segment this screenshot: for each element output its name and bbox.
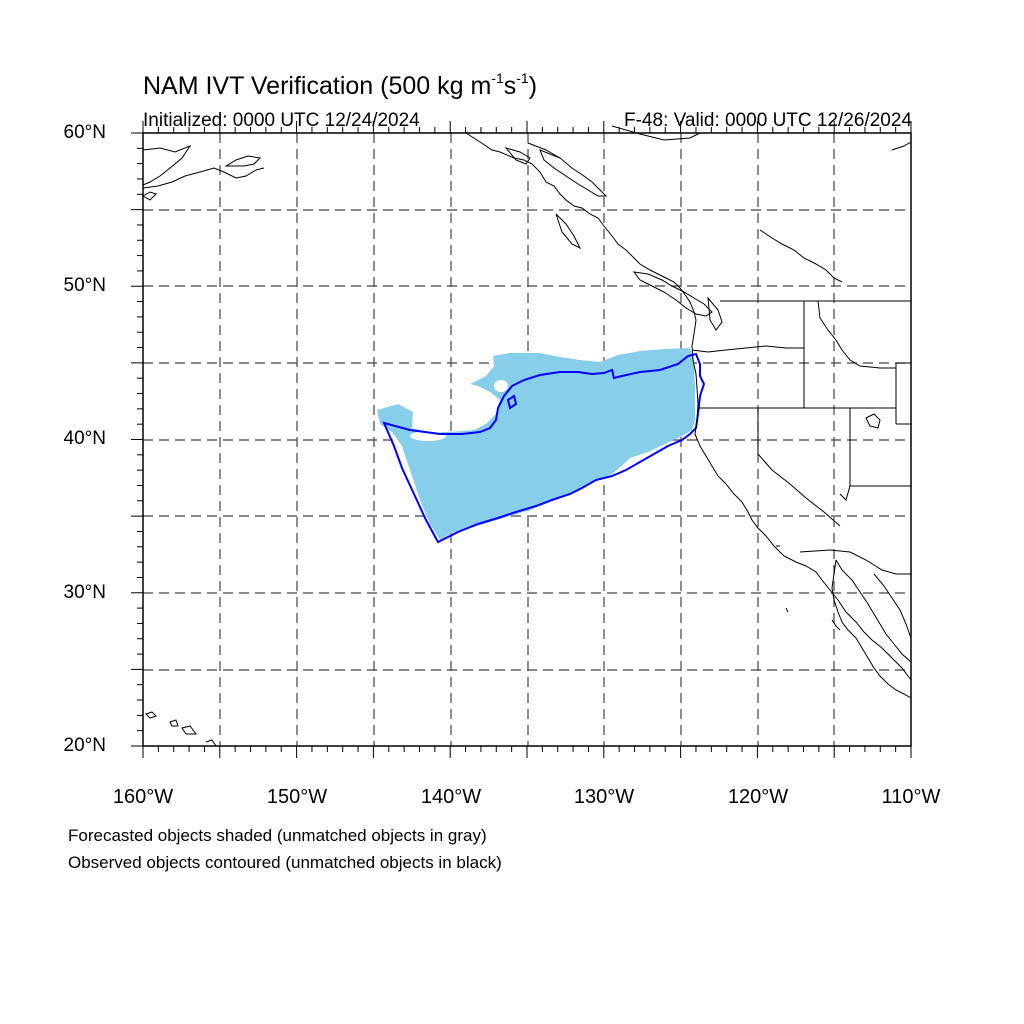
political-boundaries [691, 300, 911, 575]
legend-note-forecast: Forecasted objects shaded (unmatched obj… [68, 826, 487, 845]
lat-label-20n: 20°N [63, 735, 106, 756]
lat-label-50n: 50°N [63, 275, 106, 296]
initialized-time: Initialized: 0000 UTC 12/24/2024 [143, 110, 420, 131]
coastlines [141, 125, 912, 747]
forecast-hole [494, 380, 508, 392]
lon-label-160w: 160°W [112, 786, 174, 808]
legend-note-observed: Observed objects contoured (unmatched ob… [68, 853, 502, 872]
valid-time: F-48: Valid: 0000 UTC 12/26/2024 [624, 110, 912, 131]
lat-label-30n: 30°N [63, 582, 106, 603]
lon-label-130w: 130°W [573, 786, 635, 808]
lon-label-120w: 120°W [727, 786, 789, 808]
lon-label-140w: 140°W [420, 786, 482, 808]
lat-label-40n: 40°N [63, 428, 106, 449]
lat-label-60n: 60°N [63, 122, 106, 143]
observed-object-contour-small[interactable] [506, 394, 518, 410]
lon-label-150w: 150°W [266, 786, 328, 808]
forecast-object [377, 348, 695, 540]
observed-object-contour[interactable] [382, 352, 706, 544]
lon-label-110w: 110°W [881, 786, 941, 808]
axis-ticks [131, 121, 912, 758]
chart-title: NAM IVT Verification (500 kg m-1s-1) [143, 70, 538, 100]
